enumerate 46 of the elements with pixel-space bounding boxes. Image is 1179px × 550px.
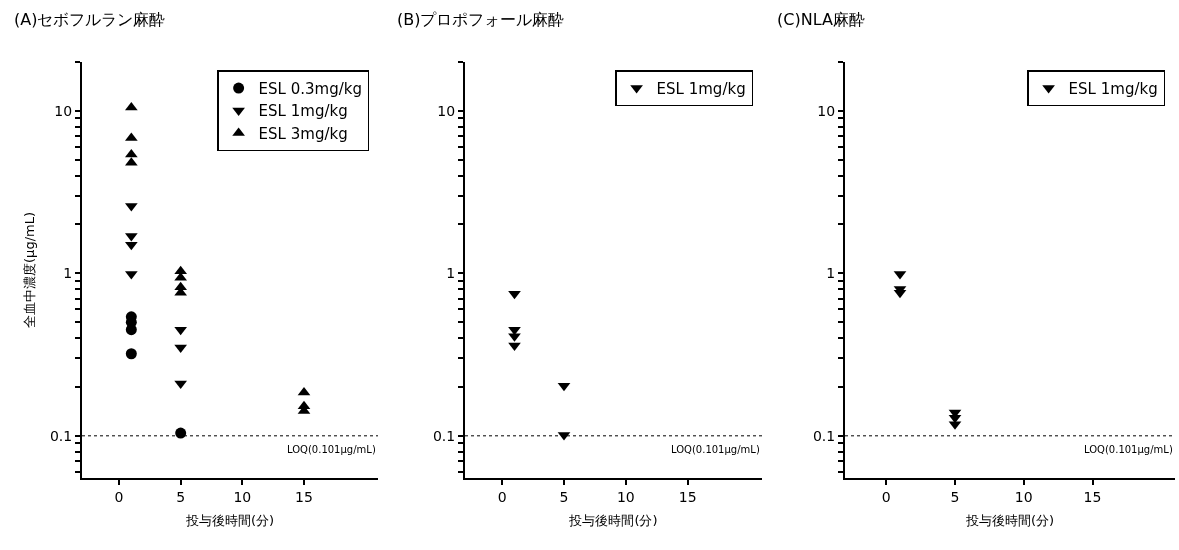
x-tick-label: 5 bbox=[559, 488, 569, 505]
y-tick-label: 1 bbox=[63, 265, 73, 282]
point bbox=[124, 101, 138, 111]
point bbox=[124, 148, 138, 158]
x-tick-label: 5 bbox=[176, 488, 186, 505]
point bbox=[174, 265, 188, 275]
x-tick-label: 0 bbox=[114, 488, 124, 505]
x-tick-label: 0 bbox=[881, 488, 891, 505]
point bbox=[893, 289, 907, 299]
x-tick-label: 0 bbox=[497, 488, 507, 505]
point bbox=[508, 290, 521, 300]
y-tick-label: 1 bbox=[826, 265, 836, 282]
legend-label: ESL 1mg/kg bbox=[656, 79, 746, 98]
ref-line-label: LOQ(0.101μg/mL) bbox=[671, 444, 760, 455]
x-axis-title: 投与後時間(分) bbox=[568, 512, 658, 528]
point bbox=[297, 386, 311, 396]
point bbox=[125, 324, 137, 336]
x-tick-label: 15 bbox=[678, 488, 697, 505]
x-tick-label: 10 bbox=[616, 488, 635, 505]
point bbox=[125, 348, 137, 360]
legend-label: ESL 3mg/kg bbox=[258, 124, 348, 143]
y-tick-label: 0.1 bbox=[812, 427, 836, 444]
chart-title: (C)NLA麻酔 bbox=[777, 10, 865, 29]
x-axis-title: 投与後時間(分) bbox=[964, 512, 1055, 528]
x-tick-label: 15 bbox=[1083, 488, 1102, 505]
ref-line-label: LOQ(0.101μg/mL) bbox=[287, 444, 376, 455]
x-tick-label: 10 bbox=[1014, 488, 1033, 505]
y-axis-title: 全血中濃度(μg/mL) bbox=[22, 212, 38, 328]
x-tick-label: 5 bbox=[950, 488, 960, 505]
x-tick-label: 10 bbox=[233, 488, 252, 505]
y-tick-label: 0.1 bbox=[49, 427, 73, 444]
y-tick-label: 1 bbox=[446, 265, 456, 282]
chart-title: (B)プロポフォール麻酔 bbox=[397, 10, 565, 29]
legend-label: ESL 0.3mg/kg bbox=[258, 79, 362, 98]
x-tick-label: 15 bbox=[295, 488, 313, 505]
y-tick-label: 10 bbox=[54, 102, 73, 119]
ref-line-label: LOQ(0.101μg/mL) bbox=[1084, 444, 1173, 455]
point bbox=[174, 326, 188, 336]
point bbox=[175, 427, 187, 439]
y-tick-label: 0.1 bbox=[432, 427, 456, 444]
y-tick-label: 10 bbox=[437, 102, 456, 119]
legend-label: ESL 1mg/kg bbox=[1068, 79, 1158, 98]
x-axis-title: 投与後時間(分) bbox=[184, 512, 275, 528]
legend-label: ESL 1mg/kg bbox=[258, 102, 348, 121]
y-tick-label: 10 bbox=[817, 102, 836, 119]
chart-title: (A)セボフルラン麻酔 bbox=[14, 10, 166, 29]
